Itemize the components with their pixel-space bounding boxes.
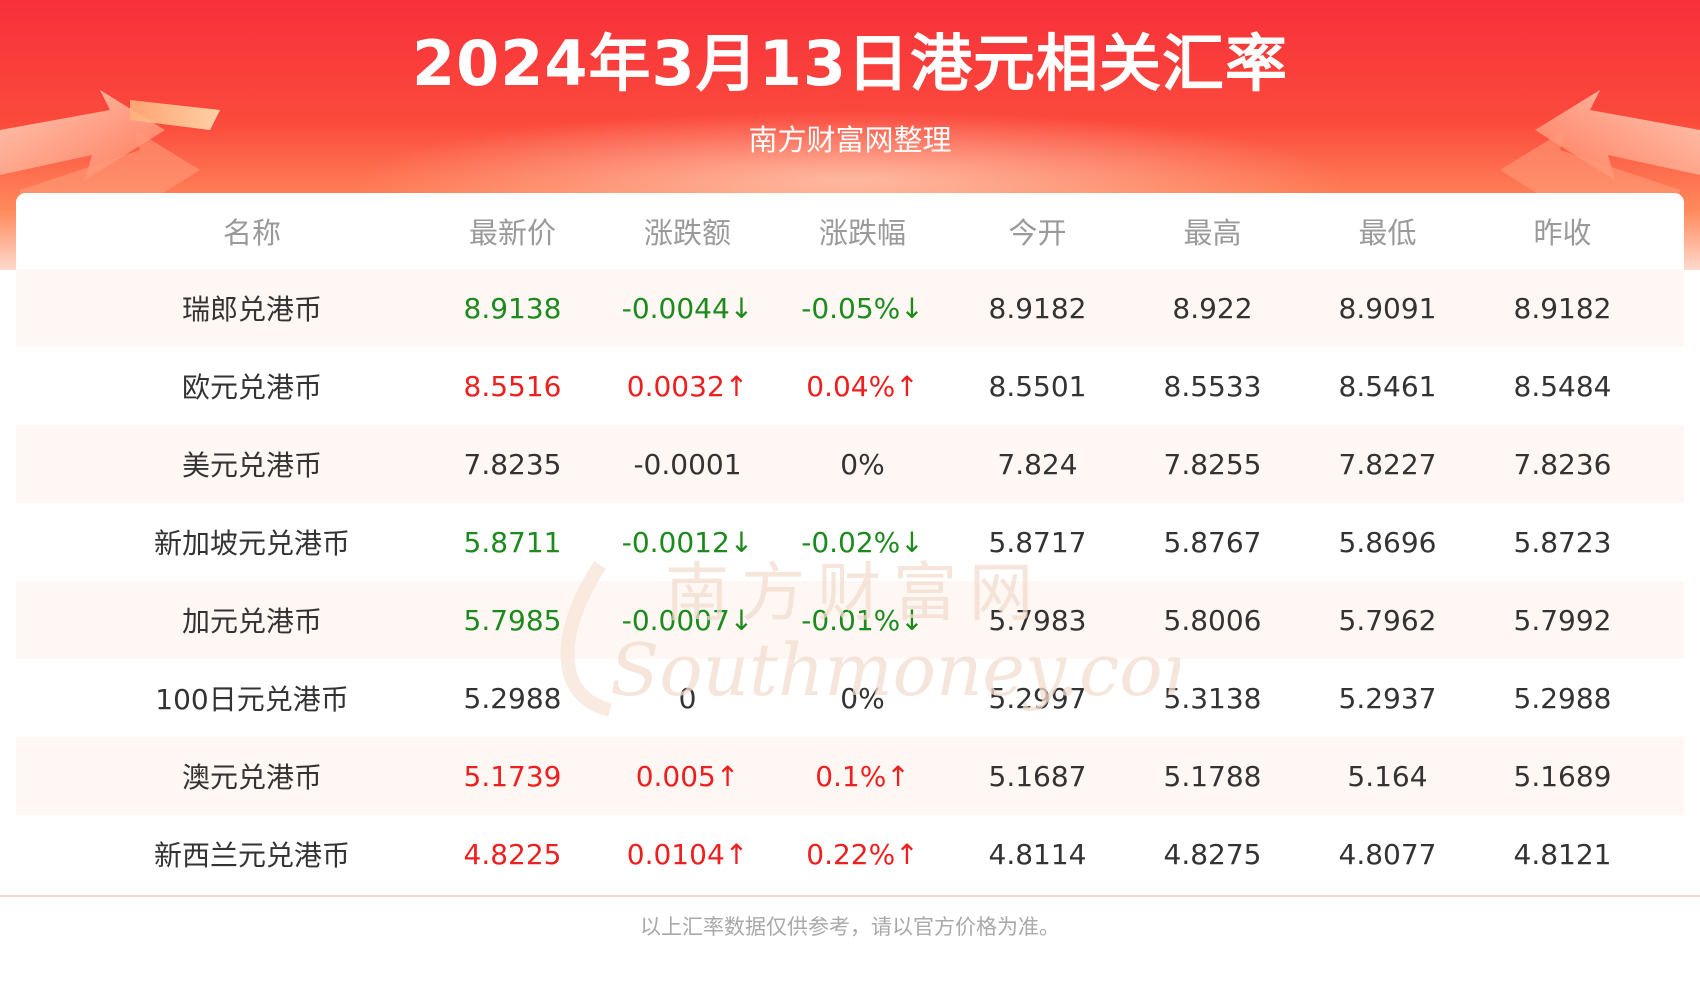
cell-change-pct: 0% [840, 447, 885, 481]
cell-latest: 7.8235 [463, 447, 562, 481]
cell-name: 新西兰元兑港币 [153, 839, 350, 872]
footer-disclaimer: 以上汇率数据仅供参考，请以官方价格为准。 [640, 915, 1060, 939]
exchange-rate-table: 名称 最新价 涨跌额 涨跌幅 今开 最高 最低 昨收 瑞郎兑港币 8.9138 -0… [16, 193, 1684, 895]
cell-high: 8.922 [1172, 291, 1253, 325]
cell-open: 5.1687 [988, 759, 1087, 793]
cell-change: 0.0032↑ [626, 369, 749, 403]
cell-open: 7.824 [997, 447, 1078, 481]
cell-open: 5.7983 [988, 603, 1087, 637]
table-row: 新西兰元兑港币 4.8225 0.0104↑ 0.22%↑ 4.8114 4.8275 4.… [16, 815, 1684, 893]
cell-prev-close: 7.8236 [1513, 447, 1612, 481]
cell-low: 8.5461 [1338, 369, 1437, 403]
cell-change: 0 [678, 681, 697, 715]
column-header-open: 今开 [1008, 216, 1067, 250]
cell-name: 新加坡元兑港币 [153, 527, 350, 560]
cell-high: 5.8767 [1163, 525, 1262, 559]
cell-change-pct: -0.02%↓ [801, 525, 924, 559]
cell-change-pct: 0.22%↑ [806, 837, 919, 871]
cell-low: 4.8077 [1338, 837, 1437, 871]
cell-latest: 8.9138 [463, 291, 562, 325]
table-row: 美元兑港币 7.8235 -0.0001 0% 7.824 7.8255 7.8227 7.8… [16, 425, 1684, 503]
cell-latest: 5.8711 [463, 525, 562, 559]
cell-open: 4.8114 [988, 837, 1087, 871]
column-header-change-pct: 涨跌幅 [818, 216, 906, 250]
cell-latest: 5.7985 [463, 603, 562, 637]
cell-name: 欧元兑港币 [181, 371, 322, 404]
cell-change-pct: 0.1%↑ [815, 759, 910, 793]
column-header-low: 最低 [1358, 216, 1417, 250]
column-header-latest: 最新价 [468, 216, 556, 250]
cell-high: 5.3138 [1163, 681, 1262, 715]
cell-name: 澳元兑港币 [181, 761, 322, 794]
cell-change-pct: 0% [840, 681, 885, 715]
cell-name: 加元兑港币 [181, 605, 322, 638]
cell-latest: 5.1739 [463, 759, 562, 793]
cell-name: 100日元兑港币 [155, 683, 349, 716]
header-banner: 2024年3月13日港元相关汇率 南方财富网整理 [0, 0, 1700, 270]
cell-high: 7.8255 [1163, 447, 1262, 481]
cell-change-pct: -0.01%↓ [801, 603, 924, 637]
cell-open: 5.8717 [988, 525, 1087, 559]
cell-low: 5.8696 [1338, 525, 1437, 559]
cell-low: 5.7962 [1338, 603, 1437, 637]
column-header-change: 涨跌额 [643, 216, 731, 250]
cell-latest: 8.5516 [463, 369, 562, 403]
cell-prev-close: 5.2988 [1513, 681, 1612, 715]
cell-latest: 5.2988 [463, 681, 562, 715]
table-row: 欧元兑港币 8.5516 0.0032↑ 0.04%↑ 8.5501 8.5533 8.54… [16, 347, 1684, 425]
cell-change: -0.0012↓ [621, 525, 754, 559]
table-row: 新加坡元兑港币 5.8711 -0.0012↓ -0.02%↓ 5.8717 5.8767… [16, 503, 1684, 581]
cell-change: -0.0044↓ [621, 291, 754, 325]
cell-prev-close: 8.5484 [1513, 369, 1612, 403]
cell-open: 5.2997 [988, 681, 1087, 715]
cell-open: 8.5501 [988, 369, 1087, 403]
cell-change-pct: -0.05%↓ [801, 291, 924, 325]
column-header-high: 最高 [1183, 216, 1242, 250]
cell-prev-close: 8.9182 [1513, 291, 1612, 325]
table-row: 加元兑港币 5.7985 -0.0007↓ -0.01%↓ 5.7983 5.8006 5.… [16, 581, 1684, 659]
page-title: 2024年3月13日港元相关汇率 [412, 27, 1288, 100]
cell-prev-close: 5.1689 [1513, 759, 1612, 793]
cell-change: 0.0104↑ [626, 837, 749, 871]
cell-open: 8.9182 [988, 291, 1087, 325]
footer-divider [0, 895, 1700, 897]
table-row: 澳元兑港币 5.1739 0.005↑ 0.1%↑ 5.1687 5.1788 5.164 5… [16, 737, 1684, 815]
cell-latest: 4.8225 [463, 837, 562, 871]
cell-low: 8.9091 [1338, 291, 1437, 325]
cell-low: 7.8227 [1338, 447, 1437, 481]
cell-prev-close: 4.8121 [1513, 837, 1612, 871]
cell-low: 5.2937 [1338, 681, 1437, 715]
cell-change: -0.0001 [633, 447, 742, 481]
cell-high: 5.8006 [1163, 603, 1262, 637]
cell-name: 瑞郎兑港币 [181, 293, 322, 326]
cell-name: 美元兑港币 [181, 449, 322, 482]
cell-high: 8.5533 [1163, 369, 1262, 403]
cell-prev-close: 5.7992 [1513, 603, 1612, 637]
cell-high: 5.1788 [1163, 759, 1262, 793]
table-row: 100日元兑港币 5.2988 0 0% 5.2997 5.3138 5.2937 5.298… [16, 659, 1684, 737]
column-header-name: 名称 [222, 216, 281, 250]
cell-change: 0.005↑ [635, 759, 740, 793]
cell-low: 5.164 [1347, 759, 1428, 793]
page-subtitle: 南方财富网整理 [748, 123, 952, 157]
table-row: 瑞郎兑港币 8.9138 -0.0044↓ -0.05%↓ 8.9182 8.922 8.9… [16, 269, 1684, 347]
cell-change-pct: 0.04%↑ [806, 369, 919, 403]
cell-prev-close: 5.8723 [1513, 525, 1612, 559]
cell-change: -0.0007↓ [621, 603, 754, 637]
cell-high: 4.8275 [1163, 837, 1262, 871]
table-header-row: 名称 最新价 涨跌额 涨跌幅 今开 最高 最低 昨收 [16, 193, 1684, 269]
column-header-prev-close: 昨收 [1533, 216, 1592, 250]
